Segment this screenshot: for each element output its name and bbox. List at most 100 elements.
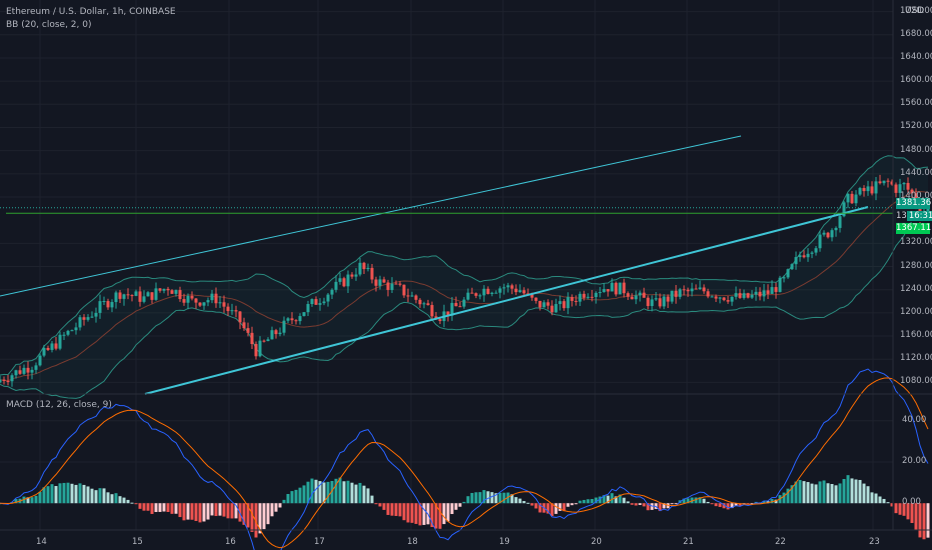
macd-legend-label[interactable]: MACD (12, 26, close, 9)	[6, 400, 112, 410]
macd-histogram-bar	[14, 499, 18, 504]
candle-body	[910, 189, 914, 194]
macd-histogram-bar	[390, 503, 394, 516]
candle-body	[814, 248, 818, 253]
macd-histogram-bar	[898, 503, 902, 515]
macd-histogram-bar	[94, 490, 98, 504]
candle-body	[726, 300, 730, 302]
channel-upper-line	[0, 135, 742, 297]
candle-body	[570, 297, 574, 301]
macd-histogram-bar	[350, 482, 354, 504]
macd-histogram-bar	[282, 499, 286, 504]
macd-histogram-bar	[406, 503, 410, 523]
candle-body	[798, 255, 802, 258]
macd-histogram-bar	[442, 503, 446, 525]
candle-body	[478, 295, 482, 297]
bb-level-tag: 1367.11	[896, 223, 932, 234]
candle-body	[738, 293, 742, 298]
candle-body	[286, 318, 290, 321]
candle-body	[906, 182, 910, 190]
candle-body	[94, 312, 98, 317]
macd-histogram-bar	[610, 493, 614, 504]
candle-body	[554, 304, 558, 313]
candle-body	[782, 277, 786, 279]
macd-histogram-bar	[86, 486, 90, 504]
macd-histogram-bar	[354, 484, 358, 504]
candle-body	[706, 291, 710, 297]
macd-histogram-bar	[914, 503, 918, 530]
candle-body	[106, 301, 110, 308]
candle-body	[630, 296, 634, 300]
candle-body	[810, 252, 814, 254]
countdown-tag: 13 16:31	[896, 211, 932, 222]
candle-body	[530, 293, 534, 298]
macd-histogram-bar	[714, 503, 718, 507]
candle-body	[746, 293, 750, 298]
candle-body	[162, 288, 166, 291]
macd-histogram-bar	[766, 501, 770, 504]
macd-histogram-bar	[318, 481, 322, 504]
macd-histogram-bar	[270, 503, 274, 517]
candle-body	[770, 287, 774, 294]
candle-body	[490, 292, 494, 294]
symbol-legend[interactable]: Ethereum / U.S. Dollar, 1h, COINBASE	[6, 7, 176, 17]
macd-histogram-bar	[582, 499, 586, 504]
candle-body	[862, 188, 866, 192]
macd-histogram-bar	[710, 503, 714, 505]
candle-body	[626, 293, 630, 297]
macd-histogram-bar	[158, 503, 162, 512]
candle-body	[866, 186, 870, 192]
macd-histogram-bar	[358, 482, 362, 504]
candle-body	[830, 230, 834, 238]
macd-histogram-bar	[850, 478, 854, 504]
candle-body	[622, 282, 626, 294]
macd-histogram-bar	[526, 502, 530, 504]
macd-histogram-bar	[658, 503, 662, 512]
time-axis-label: 15	[132, 537, 143, 547]
macd-histogram-bar	[738, 503, 742, 506]
candle-body	[610, 282, 614, 292]
bb-legend[interactable]: BB (20, close, 2, 0)	[6, 20, 92, 30]
macd-histogram-bar	[590, 499, 594, 504]
candle-body	[482, 288, 486, 296]
candle-body	[82, 317, 86, 320]
macd-histogram-bar	[210, 503, 214, 516]
macd-histogram-bar	[694, 497, 698, 504]
macd-histogram-bar	[342, 481, 346, 504]
candle-body	[698, 287, 702, 290]
price-axis-label: 1400.00	[900, 191, 932, 201]
macd-histogram-bar	[290, 491, 294, 504]
macd-histogram-bar	[202, 503, 206, 522]
candle-body	[458, 306, 462, 308]
macd-histogram-bar	[170, 503, 174, 514]
macd-histogram-bar	[870, 492, 874, 504]
macd-histogram-bar	[662, 503, 666, 509]
candle-body	[402, 284, 406, 296]
macd-histogram-bar	[434, 503, 438, 529]
macd-histogram-bar	[418, 503, 422, 526]
overlays	[0, 135, 893, 395]
candle-body	[826, 232, 830, 238]
candle-body	[246, 328, 250, 333]
candle-body	[422, 303, 426, 305]
macd-histogram-bar	[178, 503, 182, 518]
macd-histogram-bar	[854, 479, 858, 504]
candle-body	[666, 296, 670, 302]
macd-histogram-bar	[366, 488, 370, 504]
macd-histogram-bar	[866, 486, 870, 504]
currency-label[interactable]: USD	[905, 6, 925, 16]
candle-body	[266, 339, 270, 342]
candle-body	[38, 355, 42, 366]
candle-body	[526, 293, 530, 295]
macd-histogram-bar	[194, 503, 198, 521]
macd-histogram-bar	[782, 492, 786, 504]
candle-body	[190, 295, 194, 299]
candle-body	[466, 292, 470, 300]
candle-body	[70, 330, 74, 332]
candle-body	[54, 343, 58, 349]
macd-histogram-bar	[554, 503, 558, 514]
macd-histogram-bar	[126, 499, 130, 504]
candle-body	[298, 316, 302, 322]
candle-body	[410, 295, 414, 297]
macd-histogram-bar	[690, 497, 694, 504]
